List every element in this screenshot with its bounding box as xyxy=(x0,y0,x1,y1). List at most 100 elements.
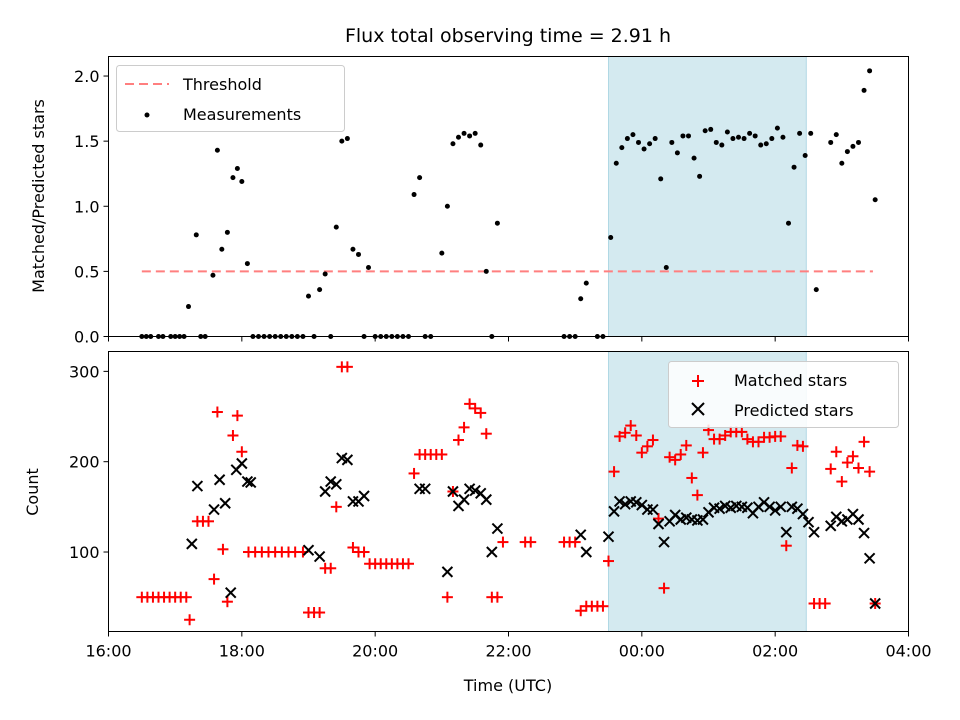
chart-title: Flux total observing time = 2.91 h xyxy=(345,25,671,47)
matched-star-point xyxy=(836,476,848,488)
measurement-point xyxy=(763,141,769,147)
measurement-point xyxy=(608,235,614,241)
measurement-point xyxy=(630,132,636,138)
measurement-point xyxy=(339,138,345,144)
matched-star-point xyxy=(314,607,326,619)
measurement-point xyxy=(872,197,878,203)
matched-star-point xyxy=(525,536,537,548)
matched-star-point xyxy=(497,536,509,548)
matched-star-point xyxy=(464,398,476,410)
predicted-star-point xyxy=(763,501,776,513)
predicted-star-point xyxy=(469,484,481,497)
predicted-star-point xyxy=(652,518,665,530)
predicted-star-point xyxy=(358,490,370,502)
measurement-point xyxy=(652,136,658,142)
matched-stars-legend-swatch xyxy=(692,375,704,387)
bottom-y-ticks: 100 200 300 xyxy=(69,362,109,562)
measurement-point xyxy=(186,304,191,310)
measurement-point xyxy=(813,287,819,293)
matched-star-point xyxy=(480,428,492,440)
top-y-tick-label: 0.0 xyxy=(74,328,99,347)
bottom-legend-box xyxy=(668,361,899,428)
predicted-stars-legend-label: Predicted stars xyxy=(734,401,854,420)
measurement-point xyxy=(244,261,250,267)
matched-star-point xyxy=(614,430,626,442)
matched-star-point xyxy=(658,582,670,594)
top-y-tick-label: 0.5 xyxy=(74,262,99,281)
bottom-y-tick-label: 300 xyxy=(69,362,100,381)
predicted-stars-legend-swatch xyxy=(691,402,705,416)
measurement-point xyxy=(356,251,361,257)
measurement-point xyxy=(219,246,225,252)
matched-stars-series xyxy=(136,361,881,626)
measurement-point xyxy=(828,139,834,145)
measurement-point xyxy=(193,232,199,238)
x-tick-label: 22:00 xyxy=(485,642,531,661)
measurement-point xyxy=(641,146,647,152)
measurement-point xyxy=(647,141,653,147)
matched-star-point xyxy=(719,430,731,441)
measurement-point xyxy=(456,134,461,140)
matched-star-point xyxy=(819,598,831,609)
matched-star-point xyxy=(664,451,676,463)
matched-star-point xyxy=(458,421,470,433)
matched-star-point xyxy=(603,555,614,567)
predicted-star-point xyxy=(219,497,231,509)
measurement-point xyxy=(747,130,753,136)
matched-star-point xyxy=(436,448,448,460)
matched-star-point xyxy=(597,600,609,612)
predicted-star-point xyxy=(213,474,226,486)
matched-star-point xyxy=(775,430,787,442)
predicted-star-point xyxy=(825,520,837,532)
predicted-star-point xyxy=(341,454,354,466)
matched-star-point xyxy=(211,406,223,418)
matched-star-point xyxy=(853,462,864,474)
measurements-legend-label: Measurements xyxy=(183,105,301,124)
measurement-point xyxy=(797,130,803,136)
measurement-point xyxy=(702,128,708,134)
bottom-y-tick-label: 100 xyxy=(69,543,100,562)
matched-star-point xyxy=(847,450,859,462)
matched-star-point xyxy=(653,513,664,525)
predicted-star-point xyxy=(313,550,326,563)
matched-star-point xyxy=(441,591,453,603)
matched-star-point xyxy=(325,562,337,574)
measurement-point xyxy=(583,280,589,286)
measurement-point xyxy=(333,224,339,230)
predicted-star-point xyxy=(769,504,781,517)
predicted-star-point xyxy=(208,503,220,516)
x-tick-label: 02:00 xyxy=(752,642,798,661)
matched-star-point xyxy=(697,447,709,459)
matched-star-point xyxy=(608,466,620,478)
predicted-star-point xyxy=(225,586,237,599)
x-tick-label: 16:00 xyxy=(85,642,131,661)
measurement-point xyxy=(839,160,845,166)
predicted-star-point xyxy=(797,508,809,520)
x-tick-label: 00:00 xyxy=(619,642,665,661)
measurement-point xyxy=(786,220,791,226)
measurement-point xyxy=(230,175,236,181)
matched-star-point xyxy=(236,446,248,458)
measurement-point xyxy=(808,130,814,136)
measurement-point xyxy=(708,126,714,132)
predicted-star-point xyxy=(241,475,254,488)
measurement-point xyxy=(317,287,323,293)
matched-star-point xyxy=(347,542,359,553)
matched-star-point xyxy=(647,434,659,446)
matched-star-point xyxy=(358,546,370,558)
predicted-star-point xyxy=(647,503,659,516)
predicted-star-point xyxy=(619,498,631,510)
predicted-star-point xyxy=(319,485,331,498)
x-tick-label: 04:00 xyxy=(885,642,931,661)
measurement-point xyxy=(619,145,625,151)
measurement-point xyxy=(697,173,703,179)
matched-star-point xyxy=(231,410,243,422)
measurement-point xyxy=(802,152,808,158)
bottom-legend: Matched stars Predicted stars xyxy=(668,361,899,428)
measurement-point xyxy=(239,179,245,185)
matched-star-point xyxy=(625,420,637,432)
matched-star-point xyxy=(180,591,192,603)
measurement-point xyxy=(856,139,861,145)
measurement-point xyxy=(467,133,473,139)
